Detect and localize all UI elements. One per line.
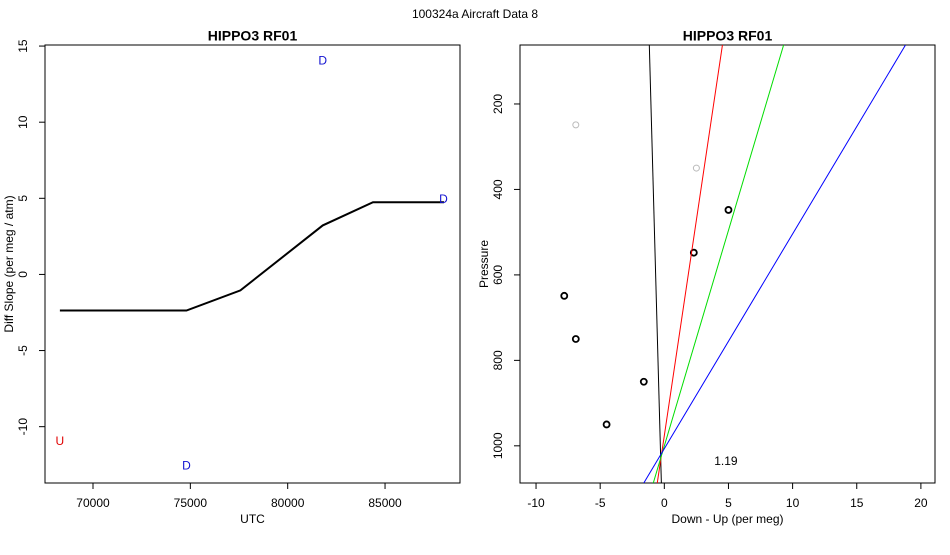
y-axis-label: Pressure bbox=[477, 240, 491, 288]
series-line bbox=[656, 45, 723, 483]
y-tick-label: 600 bbox=[491, 265, 505, 285]
plot-frame bbox=[519, 44, 936, 484]
annotation: D bbox=[318, 53, 327, 67]
point bbox=[572, 121, 580, 129]
annotation: D bbox=[182, 458, 191, 472]
y-tick-label: 800 bbox=[491, 350, 505, 370]
point bbox=[602, 420, 611, 429]
x-tick-label: 20 bbox=[914, 496, 928, 510]
point bbox=[692, 164, 700, 172]
y-tick-label: 10 bbox=[16, 115, 30, 129]
y-tick-label: 5 bbox=[16, 195, 30, 202]
y-tick-label: -10 bbox=[16, 418, 30, 436]
point bbox=[689, 248, 698, 257]
y-axis-label: Diff Slope (per meg / atm) bbox=[2, 195, 16, 332]
series-line bbox=[652, 45, 785, 483]
y-tick-label: 200 bbox=[491, 94, 505, 114]
plot-area bbox=[560, 45, 906, 483]
x-tick-label: -10 bbox=[527, 496, 545, 510]
series-line bbox=[648, 45, 662, 483]
chart-title: HIPPO3 RF01 bbox=[208, 28, 298, 44]
annotation: U bbox=[56, 434, 65, 448]
x-tick-label: 0 bbox=[661, 496, 668, 510]
annotation: D bbox=[439, 192, 448, 206]
plot-frame bbox=[44, 44, 461, 484]
x-tick-label: 85000 bbox=[368, 496, 402, 510]
y-tick-label: 400 bbox=[491, 179, 505, 199]
y-tick-label: 0 bbox=[16, 271, 30, 278]
point bbox=[724, 206, 733, 214]
x-tick-label: 5 bbox=[725, 496, 732, 510]
x-tick-label: 10 bbox=[786, 496, 800, 510]
y-tick-label: 15 bbox=[16, 39, 30, 53]
point bbox=[571, 335, 580, 343]
x-tick-label: 80000 bbox=[271, 496, 305, 510]
point bbox=[560, 291, 569, 300]
x-tick-label: 70000 bbox=[76, 496, 110, 510]
x-tick-label: -5 bbox=[595, 496, 606, 510]
x-tick-label: 75000 bbox=[174, 496, 208, 510]
series-line bbox=[59, 201, 445, 312]
chart-title: HIPPO3 RF01 bbox=[683, 28, 773, 44]
y-tick-label: -5 bbox=[16, 345, 30, 356]
series-line bbox=[643, 45, 906, 483]
annotation: 1.19 bbox=[714, 454, 738, 468]
x-axis-label: Down - Up (per meg) bbox=[671, 512, 783, 526]
y-tick-label: 1000 bbox=[491, 432, 505, 459]
x-axis-label: UTC bbox=[240, 512, 265, 526]
figure-title: 100324a Aircraft Data 8 bbox=[412, 7, 538, 21]
x-tick-label: 15 bbox=[850, 496, 864, 510]
point bbox=[639, 377, 648, 386]
plot-area bbox=[59, 201, 445, 312]
